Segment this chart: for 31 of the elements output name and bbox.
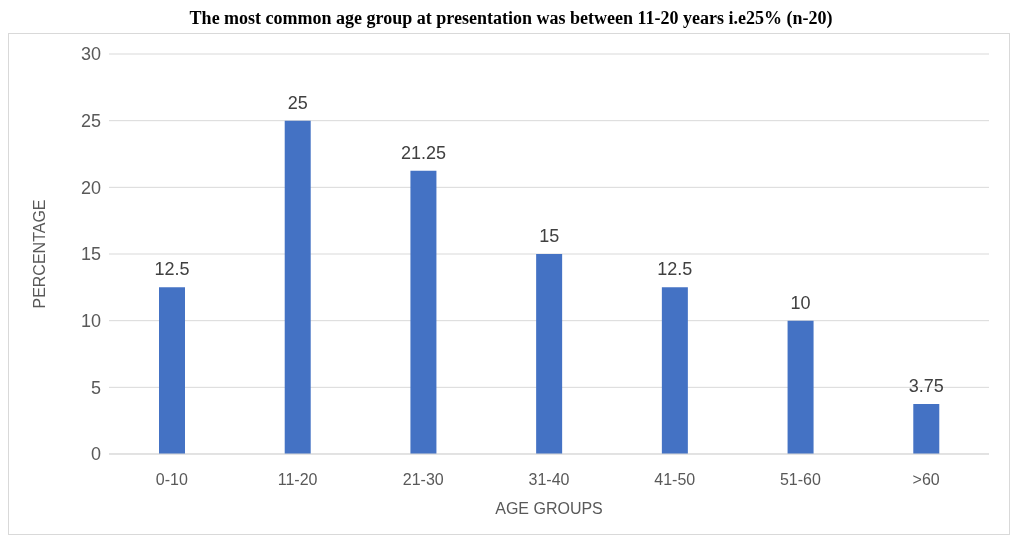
x-axis-title: AGE GROUPS	[495, 500, 603, 517]
x-tick-label: 41-50	[654, 471, 696, 489]
bar	[913, 404, 940, 454]
y-axis-title: PERCENTAGE	[30, 199, 48, 309]
data-label: 10	[790, 292, 811, 313]
y-tick-label: 20	[80, 177, 101, 198]
bar	[787, 320, 814, 454]
data-label: 21.25	[400, 142, 446, 163]
x-tick-label: 11-20	[277, 471, 318, 489]
data-label: 12.5	[657, 259, 693, 280]
y-tick-label: 0	[90, 444, 101, 465]
bar	[284, 120, 311, 454]
y-tick-label: 25	[80, 111, 101, 132]
x-tick-label: 0-10	[155, 471, 188, 489]
bar	[410, 170, 437, 454]
bar	[661, 287, 688, 454]
y-tick-label: 5	[90, 377, 101, 398]
chart-title: The most common age group at presentation was between 11-20 years i.e25% (n-20)	[188, 8, 834, 29]
data-label: 12.5	[154, 259, 190, 280]
y-tick-label: 30	[80, 44, 101, 65]
x-tick-label: 51-60	[779, 471, 821, 489]
y-tick-label: 15	[80, 244, 101, 265]
bar	[159, 287, 185, 454]
data-label: 15	[539, 226, 560, 246]
x-tick-label: 31-40	[528, 471, 570, 489]
y-tick-label: 10	[80, 311, 101, 332]
x-tick-label: >60	[912, 471, 940, 489]
bar	[536, 254, 563, 454]
x-tick-label: 21-30	[402, 471, 444, 489]
data-label: 3.75	[908, 376, 944, 396]
data-label: 25	[287, 92, 308, 113]
